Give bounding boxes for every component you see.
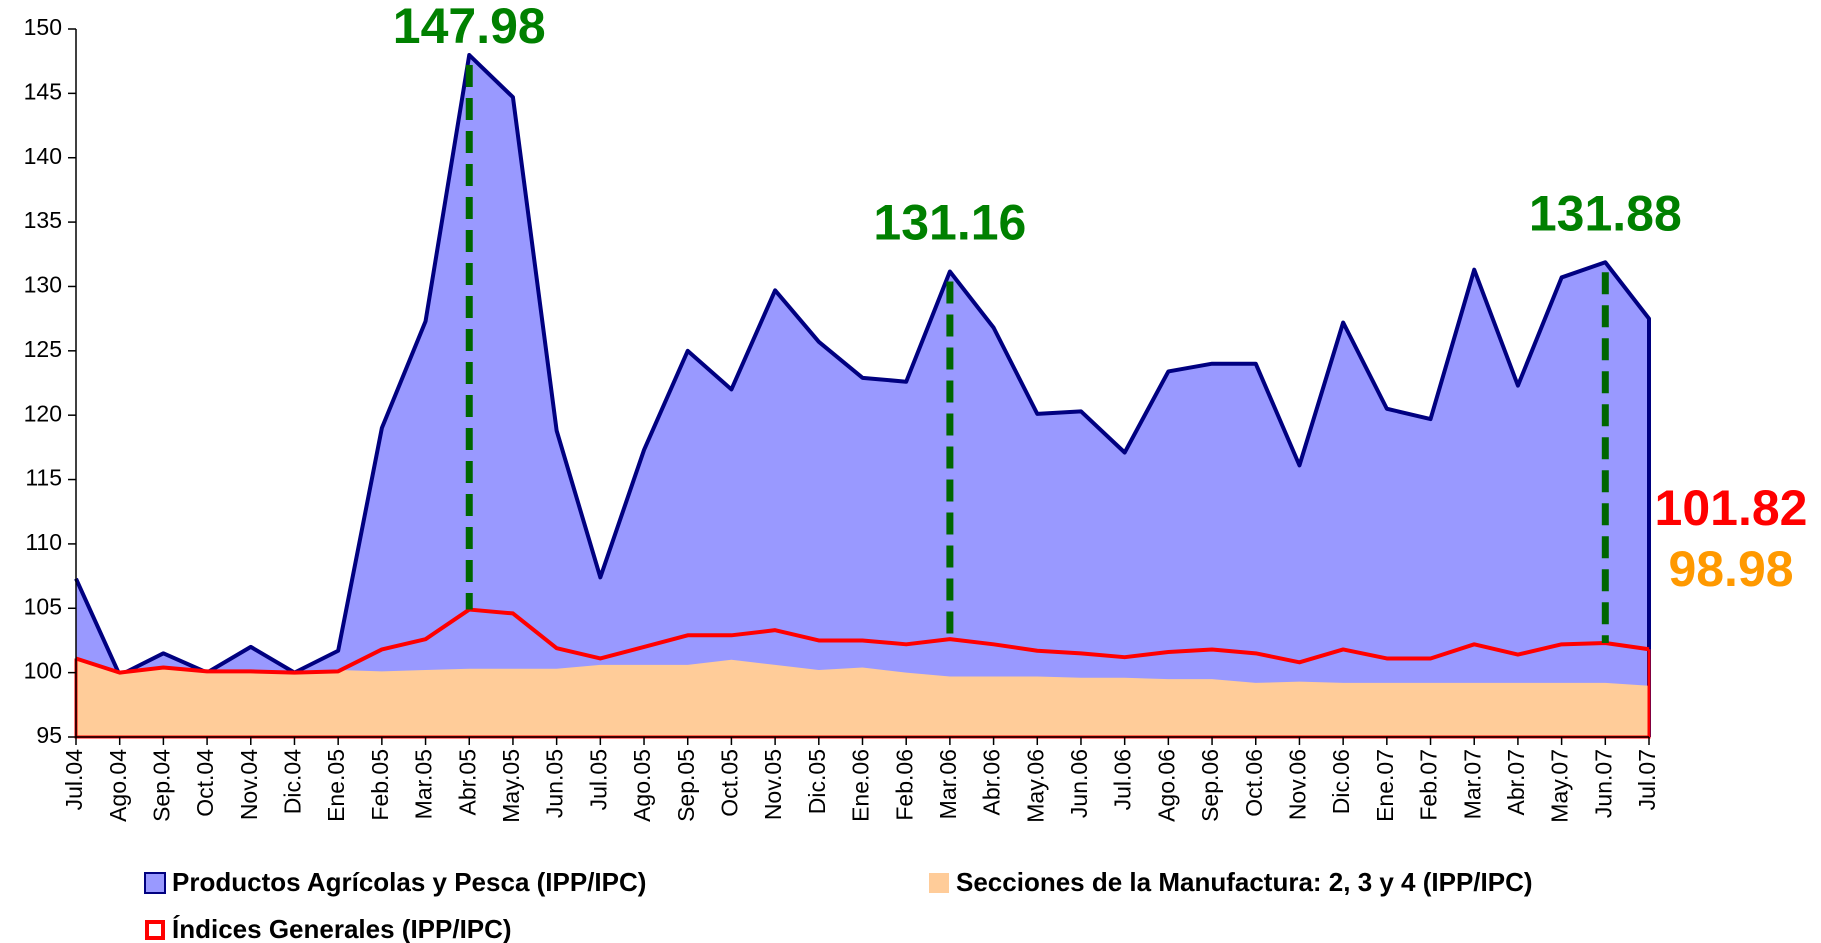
x-tick-label: Dic.04	[280, 749, 306, 814]
x-tick-label: Dic.05	[804, 749, 830, 814]
x-tick-label: Ene.06	[848, 749, 874, 822]
data-label: 98.98	[1668, 541, 1793, 597]
x-tick-label: Nov.06	[1285, 749, 1311, 820]
y-tick-label: 100	[24, 658, 62, 684]
x-tick-label: Nov.04	[236, 749, 262, 820]
y-tick-label: 130	[24, 272, 62, 298]
y-tick-label: 115	[25, 465, 62, 491]
x-tick-label: Jun.07	[1590, 749, 1616, 818]
legend-label: Índices Generales (IPP/IPC)	[172, 914, 512, 943]
x-tick-label: Feb.05	[367, 749, 393, 821]
x-tick-label: Jun.06	[1066, 749, 1092, 818]
legend-swatch	[929, 873, 949, 893]
area	[76, 55, 1649, 737]
legend-label: Productos Agrícolas y Pesca (IPP/IPC)	[172, 867, 646, 897]
x-tick-label: Mar.07	[1459, 749, 1485, 819]
x-tick-label: Abr.07	[1503, 749, 1529, 816]
x-tick-label: Ago.05	[629, 749, 655, 822]
x-tick-label: Abr.05	[454, 749, 480, 816]
x-tick-label: Jul.05	[585, 749, 611, 810]
data-label: 147.98	[393, 0, 546, 54]
y-tick-label: 140	[24, 143, 62, 169]
y-tick-label: 105	[24, 593, 62, 619]
x-tick-label: May.05	[498, 749, 524, 823]
y-tick-label: 150	[24, 14, 62, 40]
line	[75, 607, 1650, 675]
legend-swatch	[144, 872, 166, 894]
data-label: 101.82	[1655, 480, 1808, 536]
data-label: 131.16	[873, 195, 1026, 251]
x-tick-label: Mar.05	[411, 749, 437, 819]
x-tick-label: Jul.04	[61, 749, 87, 811]
x-tick-label: Jul.07	[1634, 749, 1660, 810]
y-tick-label: 120	[24, 400, 62, 426]
x-tick-label: Ago.06	[1153, 749, 1179, 822]
x-tick-label: Mar.06	[935, 749, 961, 819]
x-tick-label: May.07	[1547, 749, 1573, 823]
area	[76, 659, 1649, 737]
y-tick-label: 110	[25, 529, 62, 555]
x-tick-label: Jul.06	[1110, 749, 1136, 810]
x-tick-label: Ene.07	[1372, 749, 1398, 822]
x-tick-label: May.06	[1022, 749, 1048, 823]
x-tick-label: Ene.05	[323, 749, 349, 822]
x-tick-label: Feb.07	[1416, 749, 1442, 821]
x-tick-label: Dic.06	[1328, 749, 1354, 814]
y-tick-label: 125	[24, 336, 62, 362]
x-tick-label: Jun.05	[542, 749, 568, 818]
x-tick-label: Ago.04	[105, 749, 131, 822]
x-tick-label: Sep.04	[148, 749, 174, 822]
x-tick-label: Oct.05	[716, 749, 742, 817]
y-tick-label: 95	[36, 722, 62, 748]
x-tick-label: Oct.06	[1241, 749, 1267, 817]
x-tick-label: Sep.05	[673, 749, 699, 822]
x-tick-label: Nov.05	[760, 749, 786, 820]
x-tick-label: Abr.06	[979, 749, 1005, 816]
legend-swatch	[145, 920, 165, 940]
data-label: 131.88	[1529, 185, 1682, 241]
x-tick-label: Oct.04	[192, 749, 218, 817]
legend-label: Secciones de la Manufactura: 2, 3 y 4 (I…	[956, 867, 1533, 897]
x-tick-label: Feb.06	[891, 749, 917, 821]
area-line	[74, 53, 1651, 737]
y-tick-label: 145	[24, 78, 62, 104]
y-tick-label: 135	[24, 207, 62, 233]
x-tick-label: Sep.06	[1197, 749, 1223, 822]
